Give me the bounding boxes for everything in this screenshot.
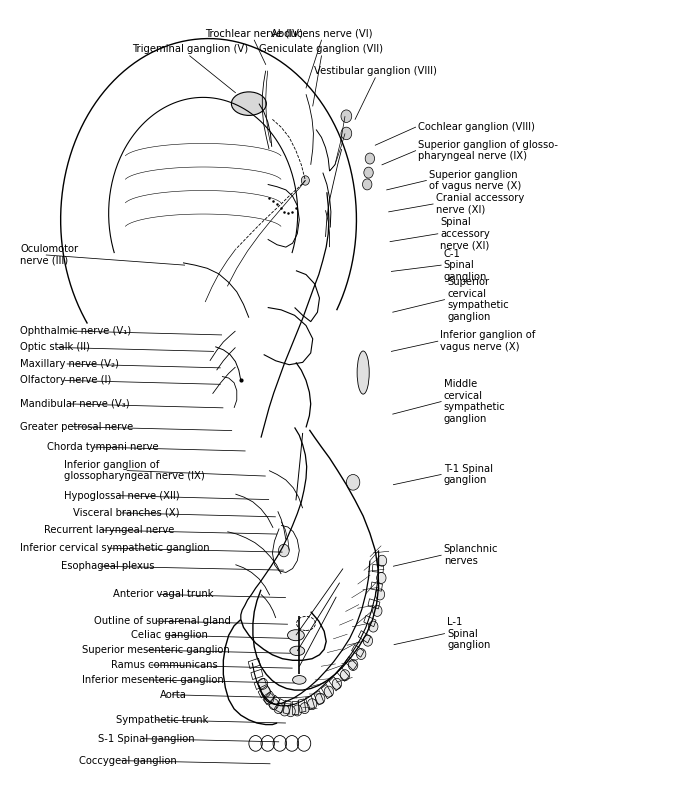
- Text: C-1
Spinal
ganglion: C-1 Spinal ganglion: [444, 249, 487, 282]
- Text: Ramus communicans: Ramus communicans: [111, 660, 218, 670]
- Circle shape: [269, 698, 279, 710]
- Text: Superior ganglion of glosso-
pharyngeal nerve (IX): Superior ganglion of glosso- pharyngeal …: [418, 140, 558, 162]
- Text: Maxillary nerve (V₂): Maxillary nerve (V₂): [21, 359, 119, 369]
- Text: Middle
cervical
sympathetic
ganglion: Middle cervical sympathetic ganglion: [444, 379, 506, 424]
- Text: Abducens nerve (VI): Abducens nerve (VI): [271, 28, 372, 38]
- Text: Coccygeal ganglion: Coccygeal ganglion: [80, 756, 177, 766]
- Text: Chorda tympani nerve: Chorda tympani nerve: [47, 442, 159, 452]
- Text: Spinal
accessory
nerve (XI): Spinal accessory nerve (XI): [440, 217, 490, 250]
- Circle shape: [279, 544, 289, 557]
- Circle shape: [259, 678, 268, 690]
- Text: Ophthalmic nerve (V₁): Ophthalmic nerve (V₁): [21, 326, 132, 336]
- Ellipse shape: [357, 351, 369, 394]
- Text: Inferior ganglion of
glossopharyngeal nerve (IX): Inferior ganglion of glossopharyngeal ne…: [64, 460, 204, 482]
- Text: Esophageal plexus: Esophageal plexus: [60, 562, 154, 571]
- Text: Sympathetic trunk: Sympathetic trunk: [116, 715, 208, 725]
- Text: Superior
cervical
sympathetic
ganglion: Superior cervical sympathetic ganglion: [447, 278, 509, 322]
- Circle shape: [292, 705, 302, 716]
- Text: Recurrent laryngeal nerve: Recurrent laryngeal nerve: [44, 525, 174, 535]
- Text: Outline of suprarenal gland: Outline of suprarenal gland: [94, 616, 231, 626]
- Circle shape: [346, 474, 359, 490]
- Text: Mandibular nerve (V₃): Mandibular nerve (V₃): [21, 399, 130, 409]
- Circle shape: [363, 635, 372, 646]
- Text: Cochlear ganglion (VIII): Cochlear ganglion (VIII): [418, 122, 535, 132]
- Text: Celiac ganglion: Celiac ganglion: [131, 630, 208, 640]
- Text: Splanchnic
nerves: Splanchnic nerves: [444, 545, 498, 566]
- Text: Inferior mesenteric ganglion: Inferior mesenteric ganglion: [82, 675, 224, 685]
- Circle shape: [357, 649, 366, 659]
- Circle shape: [332, 678, 342, 690]
- Circle shape: [340, 670, 350, 681]
- Text: Aorta: Aorta: [160, 690, 187, 700]
- Text: S-1 Spinal ganglion: S-1 Spinal ganglion: [97, 734, 194, 744]
- Circle shape: [362, 179, 372, 190]
- Circle shape: [375, 589, 385, 600]
- Circle shape: [348, 659, 358, 670]
- Text: Olfactory nerve (I): Olfactory nerve (I): [21, 375, 112, 386]
- Text: Visceral branches (X): Visceral branches (X): [73, 508, 179, 518]
- Circle shape: [364, 167, 373, 178]
- Circle shape: [261, 686, 270, 697]
- Text: Cranial accessory
nerve (XI): Cranial accessory nerve (XI): [436, 194, 524, 214]
- Circle shape: [372, 606, 382, 616]
- Text: Anterior vagal trunk: Anterior vagal trunk: [113, 590, 213, 599]
- Circle shape: [280, 705, 289, 716]
- Circle shape: [377, 555, 387, 566]
- Text: Inferior cervical sympathetic ganglion: Inferior cervical sympathetic ganglion: [21, 543, 210, 553]
- Text: Optic stalk (II): Optic stalk (II): [21, 342, 90, 353]
- Text: Vestibular ganglion (VIII): Vestibular ganglion (VIII): [314, 66, 437, 76]
- Circle shape: [286, 706, 295, 717]
- Ellipse shape: [231, 92, 266, 115]
- Circle shape: [368, 621, 378, 632]
- Circle shape: [264, 694, 274, 704]
- Text: Geniculate ganglion (VII): Geniculate ganglion (VII): [259, 44, 383, 54]
- Text: Inferior ganglion of
vagus nerve (X): Inferior ganglion of vagus nerve (X): [440, 330, 536, 352]
- Circle shape: [300, 702, 309, 714]
- Circle shape: [341, 110, 352, 122]
- Circle shape: [307, 698, 317, 710]
- Ellipse shape: [290, 646, 305, 655]
- Text: Greater petrosal nerve: Greater petrosal nerve: [21, 422, 134, 432]
- Text: Trigeminal ganglion (V): Trigeminal ganglion (V): [132, 44, 248, 54]
- Text: Superior mesenteric ganglion: Superior mesenteric ganglion: [82, 645, 230, 655]
- Ellipse shape: [292, 675, 306, 684]
- Text: L-1
Spinal
ganglion: L-1 Spinal ganglion: [447, 617, 490, 650]
- Ellipse shape: [287, 630, 305, 641]
- Text: Superior ganglion
of vagus nerve (X): Superior ganglion of vagus nerve (X): [429, 170, 521, 191]
- Circle shape: [341, 127, 352, 140]
- Text: Hypoglossal nerve (XII): Hypoglossal nerve (XII): [64, 490, 180, 501]
- Circle shape: [324, 686, 333, 697]
- Circle shape: [301, 176, 309, 185]
- Circle shape: [377, 573, 386, 583]
- Circle shape: [316, 694, 325, 704]
- Circle shape: [365, 153, 375, 164]
- Text: T-1 Spinal
ganglion: T-1 Spinal ganglion: [444, 464, 493, 486]
- Circle shape: [274, 702, 283, 714]
- Text: Oculomotor
nerve (III): Oculomotor nerve (III): [21, 244, 78, 266]
- Text: Trochlear nerve (IV): Trochlear nerve (IV): [205, 28, 303, 38]
